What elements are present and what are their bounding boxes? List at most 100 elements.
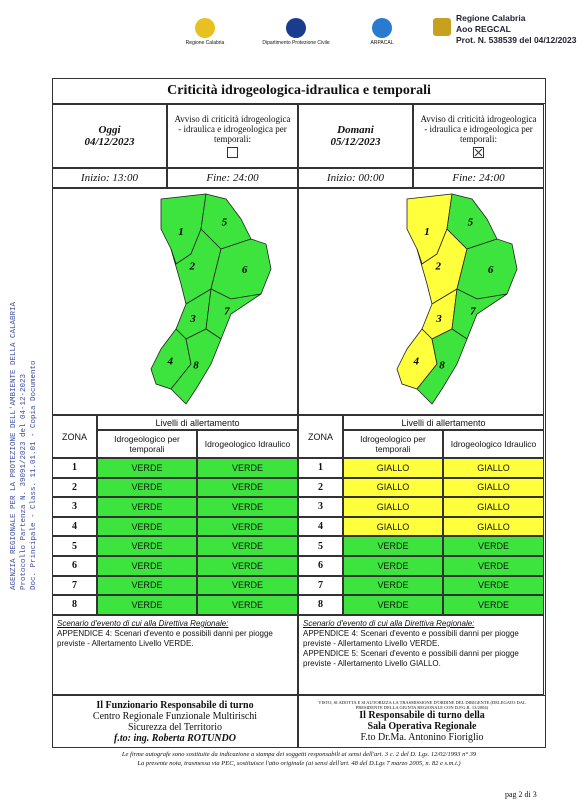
level-cell: GIALLO (343, 477, 443, 498)
day-cell: Oggi 04/12/2023 (52, 104, 167, 168)
zone-number: 5 (52, 536, 97, 556)
signature-line: Il Funzionario Responsabile di turno (96, 699, 254, 711)
zone-label: 7 (224, 306, 230, 318)
level-cell: GIALLO (343, 516, 443, 537)
column-header: Idrogeologico Idraulico (443, 430, 544, 458)
legal-note: Le firme autografe sono sostituite da in… (121, 751, 477, 758)
logo-caption: Regione Calabria (185, 40, 225, 46)
notice-checkbox (473, 147, 484, 158)
page-number: pag 2 di 3 (505, 790, 537, 799)
stamp-icon (433, 18, 451, 36)
zone-header: ZONA (52, 415, 97, 458)
level-cell: VERDE (343, 595, 443, 615)
zone-label: 2 (435, 260, 442, 272)
logo-caption: ARPACAL (370, 40, 394, 46)
level-cell: GIALLO (343, 497, 443, 517)
level-cell: VERDE (197, 497, 298, 517)
zone-label: 4 (167, 355, 174, 367)
zone-number: 2 (298, 477, 343, 498)
day-name: Oggi (98, 124, 121, 136)
approval-note: VISTO, SI ADOTTA E SI AUTORIZZA LA TRASM… (318, 700, 526, 710)
logo-caption: Dipartimento Protezione Civile (262, 40, 330, 46)
map-cell: 1 2 3 4 5 6 7 8 (298, 188, 544, 415)
level-cell: VERDE (97, 458, 197, 478)
zone-label: 1 (424, 226, 430, 238)
zone-number: 1 (298, 458, 343, 478)
level-cell: VERDE (443, 556, 544, 576)
end-time: Fine: 24:00 (167, 168, 298, 188)
column-header: Idrogeologico per temporali (343, 430, 443, 458)
zone-number: 8 (52, 595, 97, 615)
level-cell: VERDE (97, 477, 197, 498)
signature-line: f.to: ing. Roberta ROTUNDO (114, 732, 236, 744)
level-cell: GIALLO (443, 458, 544, 478)
zone-label: 5 (468, 217, 474, 229)
map-zone (170, 328, 222, 405)
day-name: Domani (337, 124, 374, 136)
zone-number: 1 (52, 458, 97, 478)
level-cell: VERDE (443, 575, 544, 596)
zone-number: 3 (52, 497, 97, 517)
zone-number: 4 (298, 516, 343, 537)
zone-label: 2 (189, 260, 196, 272)
level-cell: GIALLO (443, 477, 544, 498)
footer-right: VISTO, SI ADOTTA E SI AUTORIZZA LA TRASM… (298, 695, 546, 748)
notice-cell: Avviso di criticità idrogeologica - idra… (167, 104, 298, 168)
scenario-cell: Scenario d'evento di cui alla Direttiva … (298, 615, 544, 695)
title: Criticità idrogeologica-idraulica e temp… (52, 78, 546, 104)
zone-label: 7 (470, 306, 476, 318)
zone-number: 8 (298, 595, 343, 615)
side-stamp: Doc. Principale - Class. 11.01.01 - Copi… (30, 360, 38, 590)
level-cell: VERDE (97, 536, 197, 556)
level-cell: VERDE (343, 556, 443, 576)
zone-label: 3 (189, 313, 196, 325)
scenario-line: APPENDICE 5: Scenari d'evento e possibil… (303, 649, 519, 668)
zone-header: ZONA (298, 415, 343, 458)
level-cell: VERDE (197, 477, 298, 498)
end-time: Fine: 24:00 (413, 168, 544, 188)
level-cell: VERDE (197, 458, 298, 478)
side-stamp: Protocollo Partenza N. 39091/2023 del 04… (20, 373, 28, 590)
zone-map: 1 2 3 4 5 6 7 8 (396, 193, 518, 405)
zone-label: 8 (439, 360, 445, 372)
zone-number: 4 (52, 516, 97, 537)
signature-line: Sala Operativa Regionale (367, 721, 477, 732)
zone-number: 6 (298, 556, 343, 576)
zone-label: 8 (193, 360, 199, 372)
scenario-heading: Scenario d'evento di cui alla Direttiva … (57, 619, 229, 628)
stamp-line: Regione Calabria (456, 13, 526, 23)
check-mark (474, 148, 483, 157)
notice-text: Avviso di criticità idrogeologica - idra… (420, 114, 537, 144)
level-cell: VERDE (197, 595, 298, 615)
level-cell: VERDE (97, 516, 197, 537)
zone-label: 6 (242, 264, 248, 276)
notice-text: Avviso di criticità idrogeologica - idra… (174, 114, 291, 144)
scenario-cell: Scenario d'evento di cui alla Direttiva … (52, 615, 298, 695)
stamp-line: Prot. N. 538539 del 04/12/2023 (456, 35, 577, 45)
scenario-heading: Scenario d'evento di cui alla Direttiva … (303, 619, 475, 628)
level-cell: VERDE (443, 536, 544, 556)
level-cell: GIALLO (443, 516, 544, 537)
zone-map: 1 2 3 4 5 6 7 8 (150, 193, 272, 405)
stamp-line: Aoo REGCAL (456, 24, 511, 34)
notice-cell: Avviso di criticità idrogeologica - idra… (413, 104, 544, 168)
zone-label: 3 (435, 313, 442, 325)
column-header: Idrogeologico Idraulico (197, 430, 298, 458)
notice-checkbox (227, 147, 238, 158)
level-cell: VERDE (197, 536, 298, 556)
zone-number: 7 (298, 575, 343, 596)
day-date: 04/12/2023 (84, 136, 135, 148)
level-cell: VERDE (197, 575, 298, 596)
day-cell: Domani 05/12/2023 (298, 104, 413, 168)
start-time: Inizio: 00:00 (298, 168, 413, 188)
level-cell: VERDE (197, 556, 298, 576)
zone-label: 5 (222, 217, 228, 229)
level-cell: VERDE (97, 497, 197, 517)
side-stamp: AGENZIA REGIONALE PER LA PROTEZIONE DELL… (10, 301, 18, 590)
level-cell: VERDE (343, 536, 443, 556)
day-date: 05/12/2023 (330, 136, 381, 148)
level-cell: GIALLO (443, 497, 544, 517)
zone-number: 3 (298, 497, 343, 517)
level-cell: VERDE (97, 556, 197, 576)
start-time: Inizio: 13:00 (52, 168, 167, 188)
